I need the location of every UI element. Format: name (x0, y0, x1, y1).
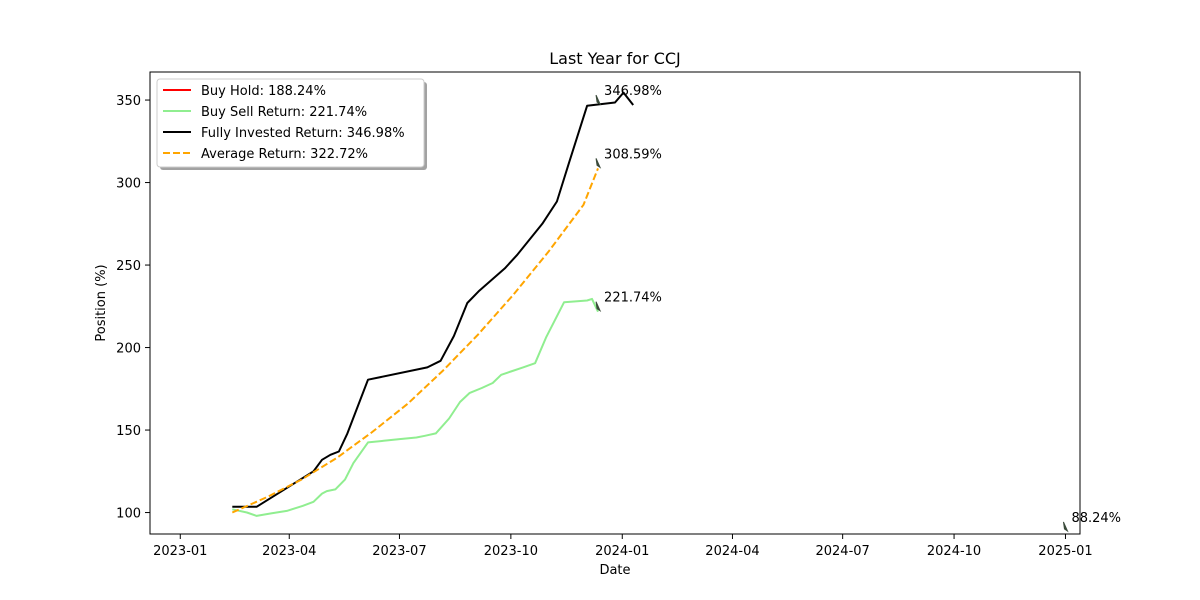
legend-label: Fully Invested Return: 346.98% (201, 126, 405, 141)
annotation-label: 308.59% (604, 147, 662, 162)
annotation-label: 88.24% (1071, 511, 1121, 526)
y-tick-label: 150 (116, 424, 141, 439)
annotation-label: 346.98% (604, 84, 662, 99)
y-tick-label: 250 (116, 259, 141, 274)
plot-series-layer (231, 91, 634, 517)
y-tick-label: 350 (116, 94, 141, 109)
annotation-marker (1062, 521, 1069, 533)
annotation-layer: 346.98% 308.59% 221.74% 88.24% (595, 84, 1121, 533)
x-axis-label: Date (599, 563, 630, 578)
series-line-3 (231, 168, 599, 514)
x-tick-label: 2023-04 (262, 544, 316, 559)
x-tick-label: 2024-01 (595, 544, 649, 559)
series-line-1 (232, 297, 599, 517)
annotation-marker (595, 94, 602, 106)
annotation-marker (595, 301, 602, 313)
series-line-2 (232, 91, 634, 508)
x-tick-label: 2024-04 (705, 544, 759, 559)
y-tick-label: 200 (116, 342, 141, 357)
x-tick-label: 2023-01 (153, 544, 207, 559)
plot-frame (149, 71, 1081, 535)
y-tick-label: 300 (116, 177, 141, 192)
x-tick-label: 2024-10 (927, 544, 981, 559)
legend-label: Buy Hold: 188.24% (201, 84, 326, 99)
y-axis-ticks: 100 150 200 250 300 350 (116, 94, 150, 522)
annotation-marker (595, 158, 602, 169)
x-tick-label: 2023-07 (372, 544, 426, 559)
legend-label: Average Return: 322.72% (201, 147, 368, 162)
x-tick-label: 2024-07 (815, 544, 869, 559)
chart-title: Last Year for CCJ (549, 49, 681, 68)
y-axis-label: Position (%) (94, 264, 109, 341)
x-tick-label: 2025-01 (1038, 544, 1092, 559)
x-axis-ticks: 2023-01 2023-04 2023-07 2023-10 2024-01 2024-… (153, 534, 1093, 559)
x-tick-label: 2023-10 (484, 544, 538, 559)
legend: Buy Hold: 188.24% Buy Sell Return: 221.74… (156, 78, 427, 170)
legend-label: Buy Sell Return: 221.74% (201, 105, 367, 120)
legend-box (156, 78, 425, 168)
annotation-label: 221.74% (604, 291, 662, 306)
y-tick-label: 100 (116, 507, 141, 522)
